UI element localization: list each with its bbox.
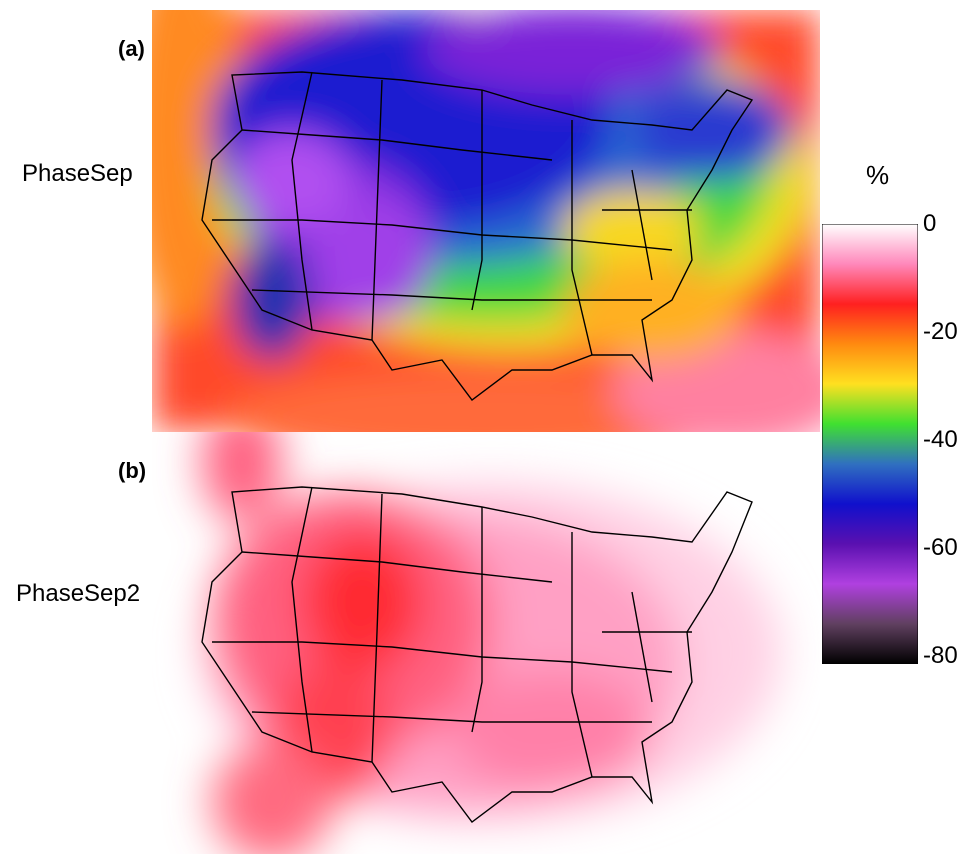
colorbar-tick-0: 0 bbox=[923, 210, 937, 237]
phasesep-map bbox=[152, 10, 820, 432]
colorbar-tick-1: -20 bbox=[923, 318, 958, 345]
panel-b-label: PhaseSep2 bbox=[16, 580, 141, 607]
colorbar-tick-4: -80 bbox=[923, 642, 958, 669]
colorbar: % 0 -20 -40 -60 -80 bbox=[822, 160, 972, 680]
colorbar-gradient bbox=[822, 224, 918, 664]
panel-b-tag: (b) bbox=[118, 458, 147, 483]
phasesep2-map bbox=[152, 432, 820, 854]
colorbar-unit: % bbox=[866, 160, 890, 190]
colorbar-tick-2: -40 bbox=[923, 426, 958, 453]
colorbar-tick-3: -60 bbox=[923, 534, 958, 561]
panel-a-label: PhaseSep bbox=[22, 160, 133, 187]
panel-a-tag: (a) bbox=[118, 36, 145, 61]
